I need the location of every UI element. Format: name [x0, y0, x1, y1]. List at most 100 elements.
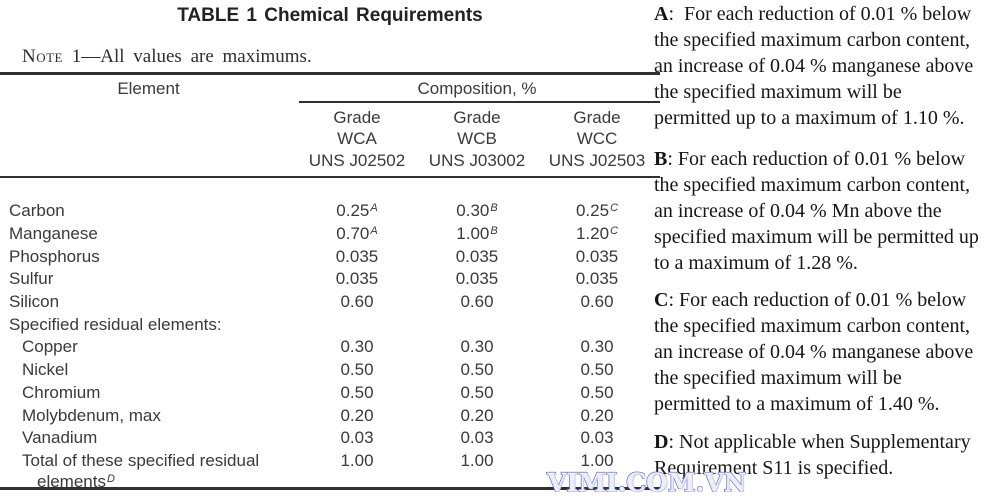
value-cell: 0.20 — [537, 406, 657, 426]
grade-header-line: UNS J02502 — [308, 150, 406, 170]
footnote-label: B — [654, 148, 668, 170]
value-cell: 0.70A — [297, 224, 417, 244]
grade-header-line: UNS J03002 — [428, 150, 526, 170]
grade-headers: Grade WCA UNS J02502 Grade WCB UNS J03002 Grad… — [0, 107, 657, 171]
footnote-line: the specified maximum carbon content, — [654, 174, 971, 196]
element-cell: Silicon — [9, 292, 60, 312]
footnote-ref: B — [490, 202, 498, 215]
footnote-line: the specified maximum will be — [654, 367, 902, 389]
composition-underline — [299, 101, 660, 103]
footnote-line: permitted to a maximum of 1.40 %. — [654, 393, 940, 415]
footnote-ref: B — [490, 225, 498, 238]
value-cell: 0.035 — [417, 247, 537, 267]
grade-header-line: WCA — [337, 129, 377, 149]
footnotes-column: A: For each reduction of 0.01 % below the… — [652, 0, 1000, 500]
value-cell: 1.00B — [417, 224, 537, 244]
grade-header-1: Grade WCA UNS J02502 — [297, 107, 417, 171]
footnote-line: Requirement S11 is specified. — [654, 457, 894, 479]
grade-header-3: Grade WCC UNS J02503 — [537, 107, 657, 171]
footnote-ref: C — [610, 225, 619, 238]
footnote-line: an increase of 0.04 % Mn above the — [654, 200, 942, 222]
footnote-line: an increase of 0.04 % manganese above — [654, 341, 974, 363]
value-cell: 0.20 — [297, 406, 417, 426]
footnote-text: For each reduction of 0.01 % below — [677, 148, 966, 170]
value: 0.20 — [460, 405, 494, 425]
value: 0.50 — [460, 360, 494, 380]
value-cell: 0.50 — [417, 383, 537, 403]
footnote-line: an increase of 0.04 % manganese above — [654, 55, 974, 77]
element-cell: Nickel — [22, 360, 69, 380]
value: 0.50 — [340, 360, 374, 380]
element-column-header: Element — [117, 79, 180, 98]
footnote-line: C: For each reduction of 0.01 % below — [654, 287, 973, 313]
value: 1.20 — [575, 224, 610, 244]
footnote-line: the specified maximum carbon content, — [654, 29, 971, 51]
value-cell: 0.25A — [297, 201, 417, 221]
value: 0.035 — [575, 246, 619, 266]
header-bottom-border — [0, 176, 660, 178]
value: 0.30 — [340, 337, 374, 357]
value-cell: 0.60 — [417, 292, 537, 312]
value-cell: 1.00 — [297, 451, 417, 470]
value-cell: 0.60 — [297, 292, 417, 312]
value-cell: 0.30 — [417, 337, 537, 357]
element-cell: Vanadium — [22, 428, 98, 448]
table-row: Total of these specified residual element… — [0, 450, 660, 491]
value-cell: 0.50 — [297, 383, 417, 403]
footnote-c: C: For each reduction of 0.01 % below the… — [654, 287, 973, 417]
value-cell: 1.00 — [417, 451, 537, 470]
value-cell: 0.20 — [417, 406, 537, 426]
note-text: 1—All values are maximums. — [63, 46, 312, 67]
value-cell: 0.30B — [417, 201, 537, 221]
element-cell: Chromium — [22, 382, 101, 402]
value: 0.30 — [460, 337, 494, 357]
table-row: Manganese 0.70A 1.00B 1.20C — [0, 223, 660, 246]
value-cell: 0.035 — [297, 269, 417, 289]
footnote-separator: : — [668, 431, 680, 453]
table-top-border — [0, 72, 660, 75]
footnote-separator: : — [667, 148, 678, 170]
footnote-line: A: For each reduction of 0.01 % below — [654, 1, 973, 27]
table-title: TABLE 1 Chemical Requirements — [177, 5, 483, 26]
footnote-line: D: Not applicable when Supplementary — [654, 429, 971, 455]
value-cell: 0.03 — [417, 428, 537, 448]
footnote-ref: A — [370, 202, 378, 215]
element-cell: Total of these specified residual element… — [0, 450, 297, 491]
value: 0.035 — [575, 269, 619, 289]
value: 1.00 — [456, 224, 490, 244]
grade-header-line: Grade — [453, 108, 501, 127]
table-row: Molybdenum, max 0.20 0.20 0.20 — [0, 404, 660, 427]
value: 0.03 — [580, 428, 614, 448]
value-cell: 0.035 — [537, 269, 657, 289]
chemical-requirements-table: TABLE 1 Chemical Requirements Note 1—All… — [0, 5, 660, 491]
element-line: Total of these specified residual — [22, 450, 260, 470]
grade-header-line: UNS J02503 — [548, 150, 646, 170]
footnote-d: D: Not applicable when Supplementary Requ… — [654, 429, 971, 481]
table-bottom-border — [0, 487, 660, 490]
value: 0.20 — [340, 405, 374, 425]
footnote-ref: A — [370, 225, 378, 238]
value: 0.20 — [580, 405, 614, 425]
element-cell: Molybdenum, max — [22, 405, 161, 425]
value-cell: 1.20C — [537, 224, 657, 244]
value-cell: 0.50 — [297, 360, 417, 380]
footnote-ref: C — [610, 202, 619, 215]
table-row: Nickel 0.50 0.50 0.50 — [0, 359, 660, 382]
value-cell: 0.25C — [537, 201, 657, 221]
value: 1.00 — [580, 450, 614, 470]
footnote-line: the specified maximum carbon content, — [654, 315, 971, 337]
grade-header-2: Grade WCB UNS J03002 — [417, 107, 537, 171]
value-cell: 0.50 — [537, 360, 657, 380]
value-cell: 0.30 — [297, 337, 417, 357]
table-row: Specified residual elements: — [0, 313, 660, 336]
value: 0.50 — [460, 382, 494, 402]
table-note: Note 1—All values are maximums. — [22, 46, 312, 68]
value: 0.035 — [335, 269, 379, 289]
footnote-ref: D — [106, 472, 115, 485]
composition-column-header: Composition, % — [417, 79, 537, 98]
value: 0.25 — [575, 201, 610, 221]
footnote-text: For each reduction of 0.01 % below — [679, 289, 967, 311]
table-row: Silicon 0.60 0.60 0.60 — [0, 291, 660, 314]
value-cell: 0.035 — [537, 247, 657, 267]
